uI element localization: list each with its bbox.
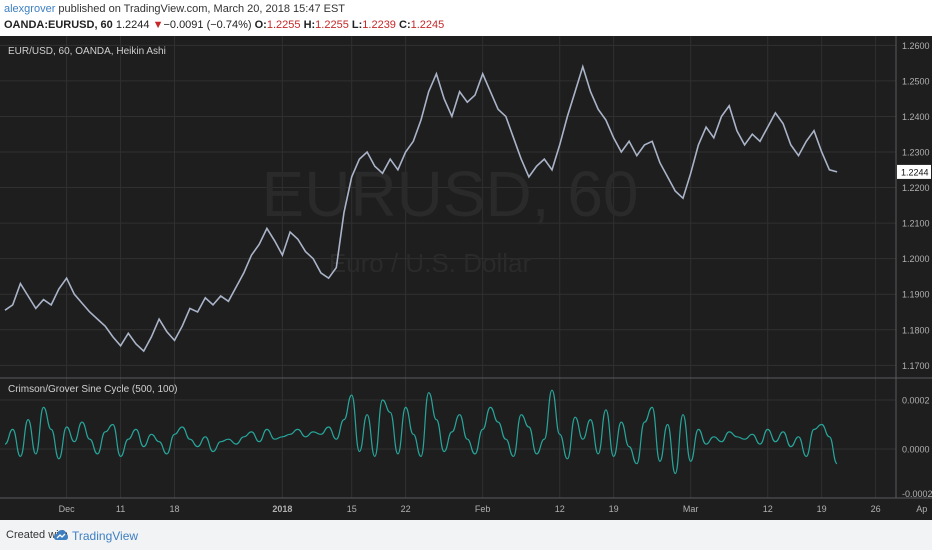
time-tick-label: Feb (475, 504, 491, 514)
price-change: −0.0091 (−0.74%) (163, 19, 252, 31)
high-label: H: (303, 19, 316, 31)
symbol-label: OANDA:EURUSD, 60 (4, 19, 113, 31)
last-price-marker-label: 1.2244 (901, 167, 929, 177)
axes: 1.2600 1.2500 1.2400 1.2300 1.2200 1.2100 1.20… (0, 36, 932, 514)
oscillator-pane[interactable] (4, 389, 838, 475)
quote-line: OANDA:EURUSD, 60 1.2244 ▼−0.0091 (−0.74%… (4, 19, 444, 31)
high-value: 1.2255 (315, 19, 349, 31)
last-price: 1.2244 (115, 19, 150, 31)
time-tick-label: 26 (871, 504, 881, 514)
time-tick-label: 2018 (272, 504, 292, 514)
watermark-name: Euro / U.S. Dollar (329, 248, 532, 278)
tradingview-cloud-icon (54, 530, 68, 540)
last-price-marker (897, 164, 931, 179)
oscillator-pane-title: Crimson/Grover Sine Cycle (500, 100) (8, 384, 178, 395)
time-tick-label: Mar (683, 504, 699, 514)
chart-area[interactable]: EURUSD, 60 Euro / U.S. Dollar 1.2600 1.25… (0, 36, 932, 520)
open-value: 1.2255 (266, 19, 301, 31)
tradingview-brand[interactable]: TradingView (72, 529, 139, 543)
watermark: EURUSD, 60 Euro / U.S. Dollar (262, 158, 639, 278)
price-tick-label: 1.1700 (902, 361, 930, 371)
published-text: published on TradingView.com, March 20, … (58, 3, 346, 15)
price-tick-label: 1.2600 (902, 41, 930, 51)
time-tick-label: 11 (116, 504, 125, 514)
price-tick-label: 1.2100 (902, 219, 930, 229)
time-tick-label: 22 (401, 504, 411, 514)
oscillator-tick-label: -0.0002 (902, 489, 932, 499)
footer: Created with TradingView (0, 520, 932, 550)
oscillator-series-line[interactable] (4, 389, 838, 475)
grid-layer (0, 36, 896, 499)
price-pane-title: EUR/USD, 60, OANDA, Heikin Ashi (8, 46, 166, 57)
price-pane[interactable] (4, 63, 838, 353)
low-label: L: (351, 19, 363, 31)
price-tick-label: 1.2000 (902, 254, 930, 264)
time-tick-label: Ap (916, 504, 927, 514)
watermark-symbol: EURUSD, 60 (262, 158, 639, 230)
published-line: alexgrover published on TradingView.com,… (4, 3, 345, 15)
time-tick-label: 19 (817, 504, 827, 514)
time-tick-label: 18 (169, 504, 179, 514)
price-series-line[interactable] (4, 63, 838, 353)
open-label: O: (254, 19, 267, 31)
price-tick-label: 1.2300 (902, 148, 930, 158)
down-arrow-icon: ▼ (152, 19, 164, 31)
oscillator-tick-label: 0.0000 (902, 445, 930, 455)
created-with-text: Created with (6, 529, 68, 541)
price-tick-label: 1.1900 (902, 290, 930, 300)
low-value: 1.2239 (362, 19, 396, 31)
price-tick-label: 1.2500 (902, 76, 930, 86)
price-tick-label: 1.1800 (902, 325, 930, 335)
time-tick-label: 12 (555, 504, 565, 514)
price-tick-label: 1.2400 (902, 112, 930, 122)
oscillator-tick-label: 0.0002 (902, 396, 930, 406)
time-tick-label: 12 (763, 504, 773, 514)
time-tick-label: Dec (59, 504, 76, 514)
price-tick-label: 1.2200 (902, 183, 930, 193)
close-label: C: (399, 19, 411, 31)
time-tick-label: 15 (347, 504, 357, 514)
publish-header: alexgrover published on TradingView.com,… (0, 0, 932, 36)
price-chart-svg[interactable]: EURUSD, 60 Euro / U.S. Dollar 1.2600 1.25… (0, 36, 932, 520)
time-tick-label: 19 (609, 504, 619, 514)
author-link[interactable]: alexgrover (4, 3, 56, 15)
close-value: 1.2245 (410, 19, 445, 31)
